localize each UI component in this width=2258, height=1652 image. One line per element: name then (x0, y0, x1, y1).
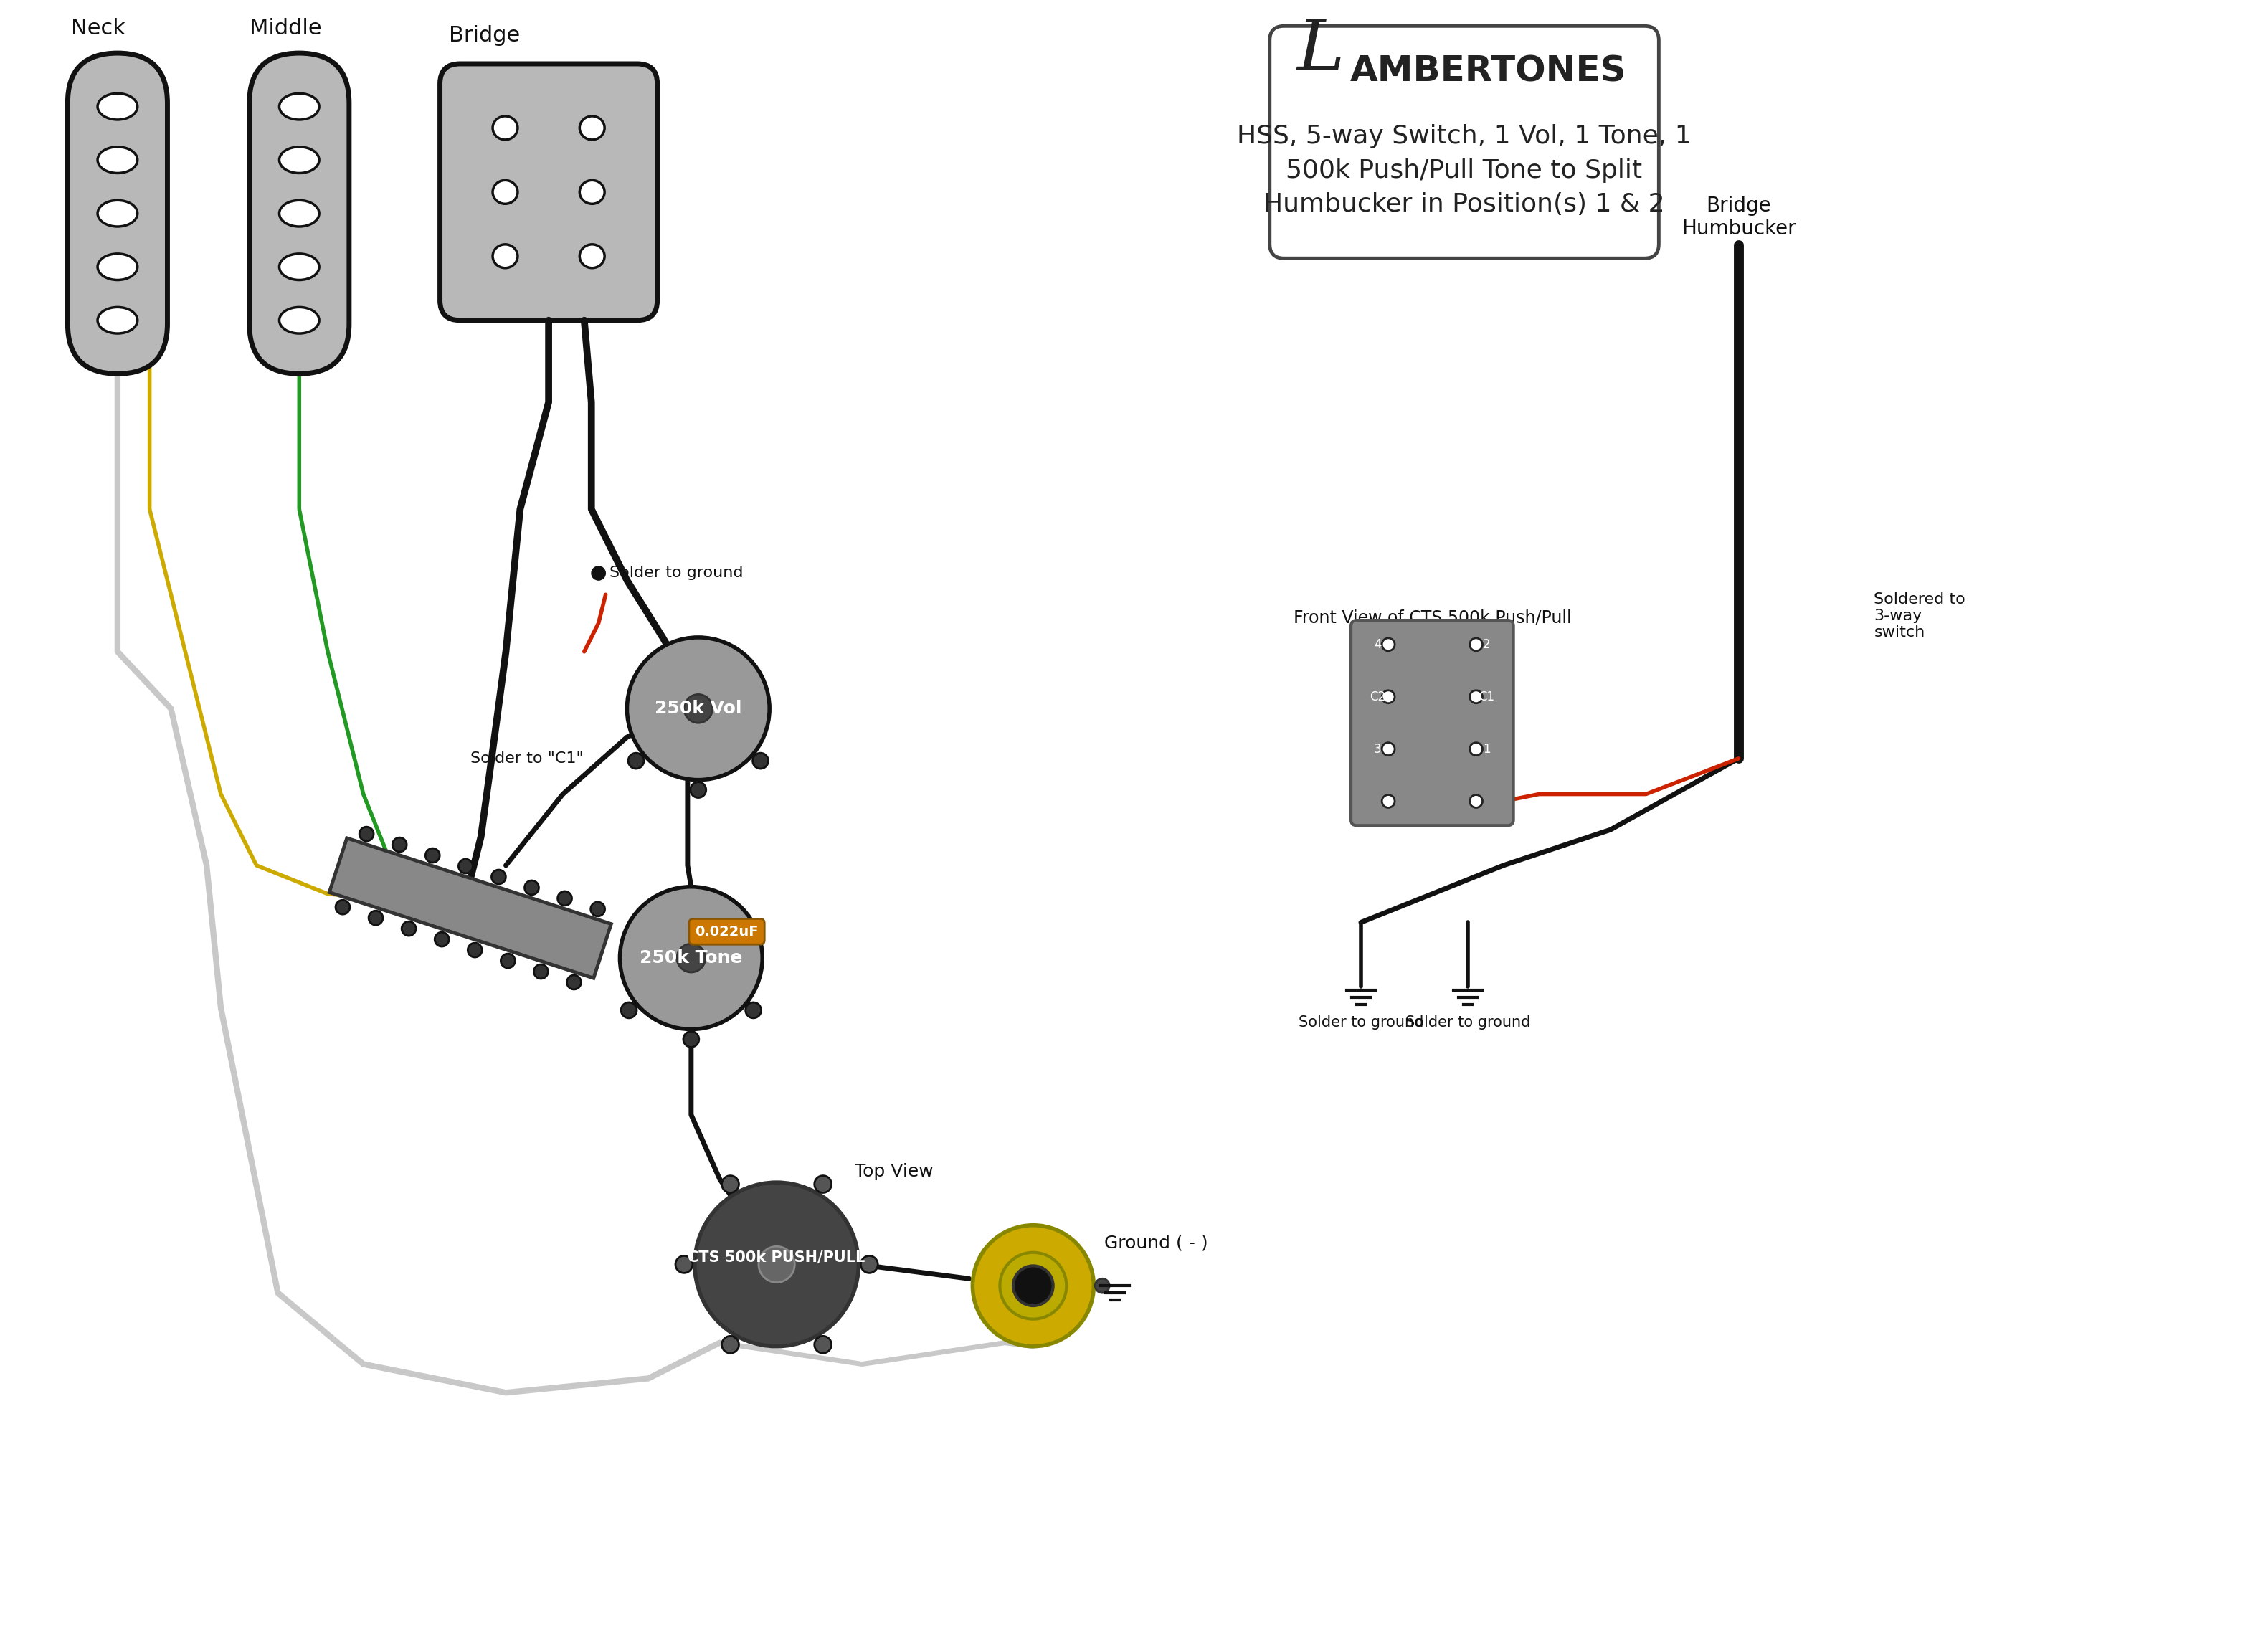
Text: 0.022uF: 0.022uF (695, 925, 759, 938)
Circle shape (675, 1256, 693, 1274)
Text: C2: C2 (1371, 691, 1386, 704)
Circle shape (492, 871, 506, 884)
Circle shape (752, 753, 768, 768)
Circle shape (436, 932, 449, 947)
Text: 2: 2 (1484, 638, 1490, 651)
FancyBboxPatch shape (248, 53, 350, 373)
Text: Bridge: Bridge (449, 25, 519, 46)
Text: L: L (1296, 17, 1344, 86)
Circle shape (524, 881, 540, 895)
Circle shape (1470, 638, 1484, 651)
Text: CTS 500k PUSH/PULL: CTS 500k PUSH/PULL (689, 1251, 865, 1264)
Ellipse shape (97, 307, 138, 334)
Ellipse shape (580, 116, 605, 140)
Text: Solder to "C1": Solder to "C1" (470, 752, 583, 765)
Circle shape (1382, 795, 1395, 808)
Circle shape (745, 1003, 761, 1018)
Circle shape (1382, 691, 1395, 704)
Circle shape (1095, 1279, 1109, 1294)
Text: Top View: Top View (856, 1163, 935, 1181)
Polygon shape (330, 838, 612, 978)
Circle shape (467, 943, 481, 957)
Circle shape (501, 953, 515, 968)
Text: 4: 4 (1373, 638, 1382, 651)
Circle shape (1470, 743, 1484, 755)
Text: Soldered to
3-way
switch: Soldered to 3-way switch (1874, 591, 1964, 639)
Circle shape (393, 838, 406, 852)
Text: 1: 1 (1484, 742, 1490, 755)
Text: C1: C1 (1479, 691, 1495, 704)
Ellipse shape (280, 200, 318, 226)
Circle shape (425, 849, 440, 862)
Text: Ground ( - ): Ground ( - ) (1104, 1234, 1208, 1252)
Circle shape (558, 890, 571, 905)
FancyBboxPatch shape (440, 64, 657, 320)
Ellipse shape (580, 180, 605, 203)
Text: Bridge
Humbucker: Bridge Humbucker (1682, 195, 1795, 240)
Circle shape (815, 1176, 831, 1193)
Text: 3: 3 (1373, 742, 1382, 755)
Circle shape (973, 1226, 1093, 1346)
Circle shape (368, 910, 384, 925)
Ellipse shape (492, 116, 517, 140)
Ellipse shape (280, 147, 318, 173)
Circle shape (458, 859, 472, 874)
Text: Front View of CTS 500k Push/Pull: Front View of CTS 500k Push/Pull (1294, 610, 1572, 626)
Text: Middle: Middle (248, 18, 321, 40)
Circle shape (815, 1336, 831, 1353)
Circle shape (723, 1176, 738, 1193)
Circle shape (759, 1246, 795, 1282)
FancyBboxPatch shape (1350, 620, 1513, 826)
Text: HSS, 5-way Switch, 1 Vol, 1 Tone, 1
500k Push/Pull Tone to Split
Humbucker in Po: HSS, 5-way Switch, 1 Vol, 1 Tone, 1 500k… (1237, 124, 1691, 216)
Circle shape (1470, 691, 1484, 704)
Ellipse shape (280, 254, 318, 279)
Circle shape (695, 1183, 858, 1346)
Circle shape (691, 781, 707, 798)
Circle shape (1000, 1252, 1066, 1318)
Circle shape (628, 753, 644, 768)
Text: Solder to ground: Solder to ground (1298, 1014, 1423, 1029)
Ellipse shape (280, 307, 318, 334)
Circle shape (533, 965, 549, 978)
Circle shape (336, 900, 350, 914)
Ellipse shape (580, 244, 605, 268)
Ellipse shape (97, 147, 138, 173)
Circle shape (1382, 638, 1395, 651)
FancyBboxPatch shape (68, 53, 167, 373)
Ellipse shape (97, 200, 138, 226)
Text: Neck: Neck (72, 18, 126, 40)
Circle shape (1382, 743, 1395, 755)
Ellipse shape (492, 244, 517, 268)
Circle shape (567, 975, 580, 990)
Circle shape (684, 694, 714, 724)
Ellipse shape (97, 94, 138, 119)
Text: Solder to ground: Solder to ground (1404, 1014, 1531, 1029)
Ellipse shape (280, 94, 318, 119)
Circle shape (723, 1336, 738, 1353)
Circle shape (684, 1031, 700, 1047)
Ellipse shape (492, 180, 517, 203)
Circle shape (592, 902, 605, 917)
Text: Solder to ground: Solder to ground (610, 567, 743, 580)
Text: 250k Tone: 250k Tone (639, 950, 743, 966)
Circle shape (1014, 1265, 1052, 1305)
Ellipse shape (97, 254, 138, 279)
Circle shape (677, 943, 704, 973)
Circle shape (402, 922, 415, 935)
FancyBboxPatch shape (1269, 26, 1660, 258)
Circle shape (1470, 795, 1484, 808)
Circle shape (592, 567, 605, 580)
Circle shape (359, 828, 373, 841)
FancyBboxPatch shape (689, 919, 765, 945)
Circle shape (860, 1256, 878, 1274)
Circle shape (628, 638, 770, 780)
Text: 250k Vol: 250k Vol (655, 700, 743, 717)
Circle shape (621, 887, 763, 1029)
Circle shape (621, 1003, 637, 1018)
Text: AMBERTONES: AMBERTONES (1350, 55, 1626, 89)
